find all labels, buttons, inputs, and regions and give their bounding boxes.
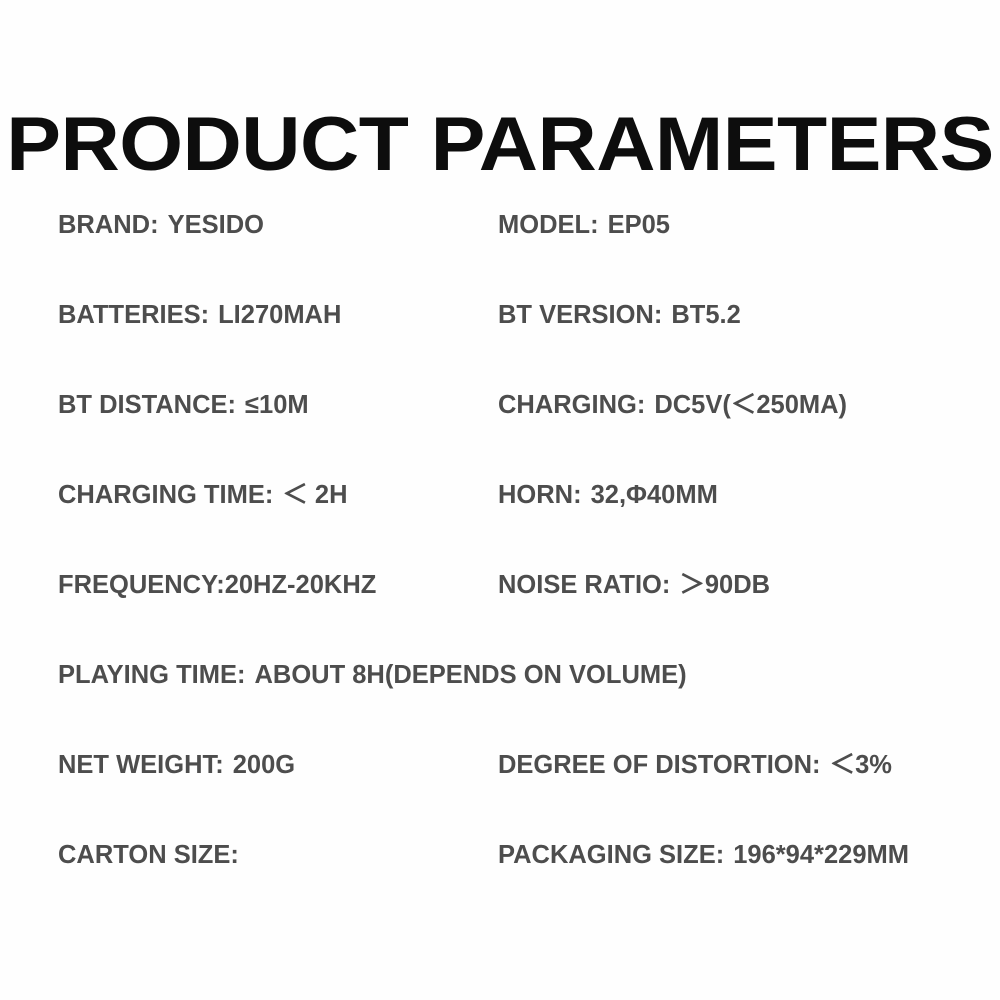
spec-row: BATTERIES: LI270MAH BT VERSION: BT5.2 <box>58 298 988 388</box>
spec-item-bt-distance: BT DISTANCE: ≤10M <box>58 388 309 422</box>
spec-row: FREQUENCY:20HZ-20KHZ NOISE RATIO: ＞90DB <box>58 568 988 658</box>
spec-value: 196*94*229MM <box>733 841 909 869</box>
spec-value: ≤10M <box>245 391 309 419</box>
spec-label: FREQUENCY:20HZ-20KHZ <box>58 571 377 599</box>
page-title: PRODUCT PARAMETERS <box>6 101 994 187</box>
spec-item-horn: HORN: 32,Φ40MM <box>498 478 718 512</box>
spec-value: EP05 <box>607 211 670 239</box>
spec-value: 200G <box>232 751 296 779</box>
spec-item-playing-time: PLAYING TIME: ABOUT 8H(DEPENDS ON VOLUME) <box>58 658 988 692</box>
spec-value: ＞90DB <box>679 571 771 599</box>
spec-item-degree-of-distortion: DEGREE OF DISTORTION: ＜3% <box>498 748 892 782</box>
spec-item-carton-size: CARTON SIZE: <box>58 838 239 872</box>
spec-item-frequency: FREQUENCY:20HZ-20KHZ <box>58 568 376 602</box>
spec-label: BRAND: <box>58 211 159 239</box>
spec-label: PACKAGING SIZE: <box>498 841 725 869</box>
spec-label: CHARGING: <box>498 391 646 419</box>
spec-value: ＜ 2H <box>282 481 348 509</box>
spec-item-charging-time: CHARGING TIME: ＜ 2H <box>58 478 348 512</box>
spec-row: CARTON SIZE: PACKAGING SIZE: 196*94*229MM <box>58 838 988 928</box>
spec-row: NET WEIGHT: 200G DEGREE OF DISTORTION: ＜3% <box>58 748 988 838</box>
spec-row: CHARGING TIME: ＜ 2H HORN: 32,Φ40MM <box>58 478 988 568</box>
spec-value: ＜3% <box>829 751 892 779</box>
spec-label: NET WEIGHT: <box>58 751 224 779</box>
spec-row: BT DISTANCE: ≤10M CHARGING: DC5V(＜250MA) <box>58 388 988 478</box>
spec-table: BRAND: YESIDO MODEL: EP05 BATTERIES: LI270M… <box>58 208 988 928</box>
spec-row: BRAND: YESIDO MODEL: EP05 <box>58 208 988 298</box>
spec-label: CARTON SIZE: <box>58 841 239 869</box>
spec-label: PLAYING TIME: <box>58 661 246 689</box>
spec-label: NOISE RATIO: <box>498 571 671 599</box>
spec-label: DEGREE OF DISTORTION: <box>498 751 821 779</box>
spec-label: MODEL: <box>498 211 599 239</box>
spec-label: BT DISTANCE: <box>58 391 237 419</box>
spec-item-batteries: BATTERIES: LI270MAH <box>58 298 341 332</box>
spec-item-charging: CHARGING: DC5V(＜250MA) <box>498 388 847 422</box>
spec-value: LI270MAH <box>218 301 342 329</box>
spec-value: DC5V(＜250MA) <box>654 391 848 419</box>
spec-row: PLAYING TIME: ABOUT 8H(DEPENDS ON VOLUME) <box>58 658 988 748</box>
spec-label: CHARGING TIME: <box>58 481 274 509</box>
spec-label: BATTERIES: <box>58 301 210 329</box>
spec-item-packaging-size: PACKAGING SIZE: 196*94*229MM <box>498 838 909 872</box>
spec-item-model: MODEL: EP05 <box>498 208 670 242</box>
spec-item-brand: BRAND: YESIDO <box>58 208 264 242</box>
spec-value: YESIDO <box>167 211 264 239</box>
spec-item-net-weight: NET WEIGHT: 200G <box>58 748 295 782</box>
spec-value: BT5.2 <box>671 301 741 329</box>
spec-value: 32,Φ40MM <box>590 481 718 509</box>
spec-label: BT VERSION: <box>498 301 663 329</box>
spec-item-noise-ratio: NOISE RATIO: ＞90DB <box>498 568 770 602</box>
spec-value: ABOUT 8H(DEPENDS ON VOLUME) <box>254 661 687 689</box>
spec-item-bt-version: BT VERSION: BT5.2 <box>498 298 741 332</box>
spec-label: HORN: <box>498 481 582 509</box>
